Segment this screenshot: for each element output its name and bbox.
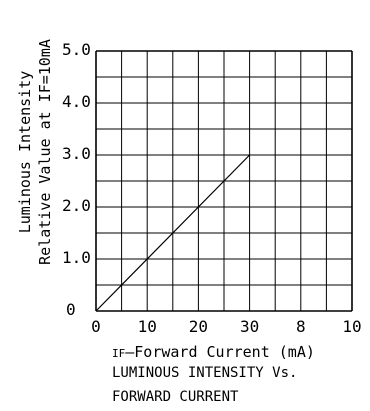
y-axis-title: Luminous Intensity Relative Value at IF=… <box>16 39 54 265</box>
x-axis-title-prefix: IF <box>112 347 125 360</box>
y-tick-label: 2.0 <box>62 196 91 215</box>
series-line-1 <box>95 154 251 312</box>
x-axis-title: IF–Forward Current (mA) <box>112 343 315 361</box>
grid <box>95 50 353 312</box>
x-tick-labels: 0 10 20 30 8 10 <box>91 317 361 336</box>
y-axis-title-line-1: Luminous Intensity <box>16 71 34 234</box>
x-tick-label: 20 <box>189 317 208 336</box>
x-axis-title-rest: –Forward Current (mA) <box>125 343 315 361</box>
y-axis-title-line-2: Relative Value at IF=10mA <box>36 39 54 265</box>
x-tick-label: 0 <box>91 317 101 336</box>
y-tick-label: 1.0 <box>62 248 91 267</box>
y-tick-label: 0 <box>66 300 76 319</box>
y-tick-label: 5.0 <box>62 40 91 59</box>
x-tick-label: 30 <box>240 317 259 336</box>
x-tick-label: 10 <box>138 317 157 336</box>
x-tick-label: 8 <box>296 317 306 336</box>
chart-caption-line-2: FORWARD CURRENT <box>112 389 239 405</box>
y-tick-label: 3.0 <box>62 144 91 163</box>
y-tick-label: 4.0 <box>62 92 91 111</box>
x-tick-label: 10 <box>342 317 361 336</box>
series-layer <box>95 154 251 312</box>
y-tick-labels: 0 1.0 2.0 3.0 4.0 5.0 <box>62 40 91 319</box>
chart-caption-line-1: LUMINOUS INTENSITY Vs. <box>112 365 297 381</box>
